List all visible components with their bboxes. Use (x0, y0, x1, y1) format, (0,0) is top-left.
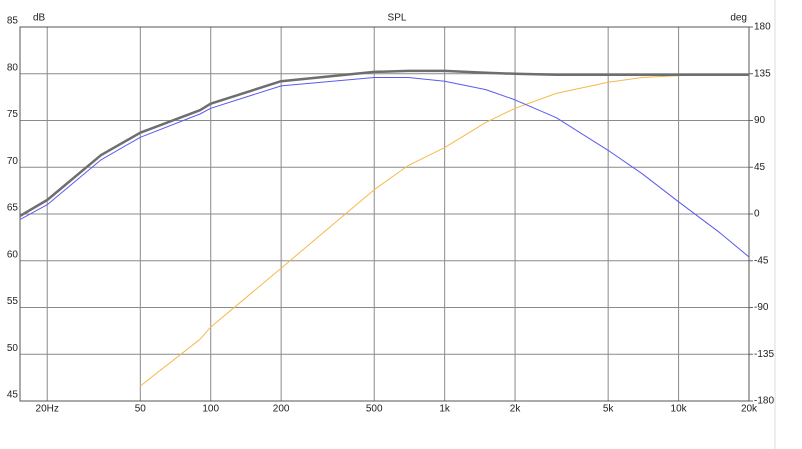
x-tick-label: 10k (671, 404, 688, 415)
y2-tick-label: -45 (754, 255, 769, 266)
x-tick-label: 50 (135, 404, 147, 415)
y2-tick-label: -180 (754, 396, 774, 407)
y-axis-label: dB (33, 13, 46, 24)
x-tick-label: 200 (273, 404, 290, 415)
x-tick-label: 20Hz (36, 404, 59, 415)
x-tick-label: 5k (603, 404, 615, 415)
plot-frame (19, 26, 750, 402)
y-tick-label: 70 (7, 156, 19, 167)
x-tick-label: 100 (202, 404, 219, 415)
y-tick-label: 50 (7, 343, 19, 354)
y-tick-label: 45 (7, 390, 19, 401)
y2-tick-label: 45 (754, 162, 766, 173)
y-tick-label: 75 (7, 109, 19, 120)
series-line (20, 77, 749, 258)
series-line (139, 73, 749, 387)
chart-title: SPL (388, 13, 407, 24)
y2-tick-label: -90 (754, 302, 769, 313)
series-line (20, 69, 749, 217)
y2-axis-label: deg (730, 13, 747, 24)
x-tick-label: 20k (741, 404, 758, 415)
y-tick-label: 85 (7, 16, 19, 27)
y2-tick-label: 135 (754, 68, 771, 79)
y-tick-label: 60 (7, 249, 19, 260)
y-tick-label: 55 (7, 296, 19, 307)
x-tick-label: 2k (510, 404, 522, 415)
y2-tick-label: 0 (754, 209, 760, 220)
y2-tick-label: 180 (754, 22, 771, 33)
y2-tick-label: 90 (754, 115, 766, 126)
y-tick-label: 65 (7, 203, 19, 214)
x-tick-label: 500 (366, 404, 383, 415)
y2-tick-label: -135 (754, 349, 774, 360)
x-tick-label: 1k (439, 404, 451, 415)
y-tick-label: 80 (7, 62, 19, 73)
